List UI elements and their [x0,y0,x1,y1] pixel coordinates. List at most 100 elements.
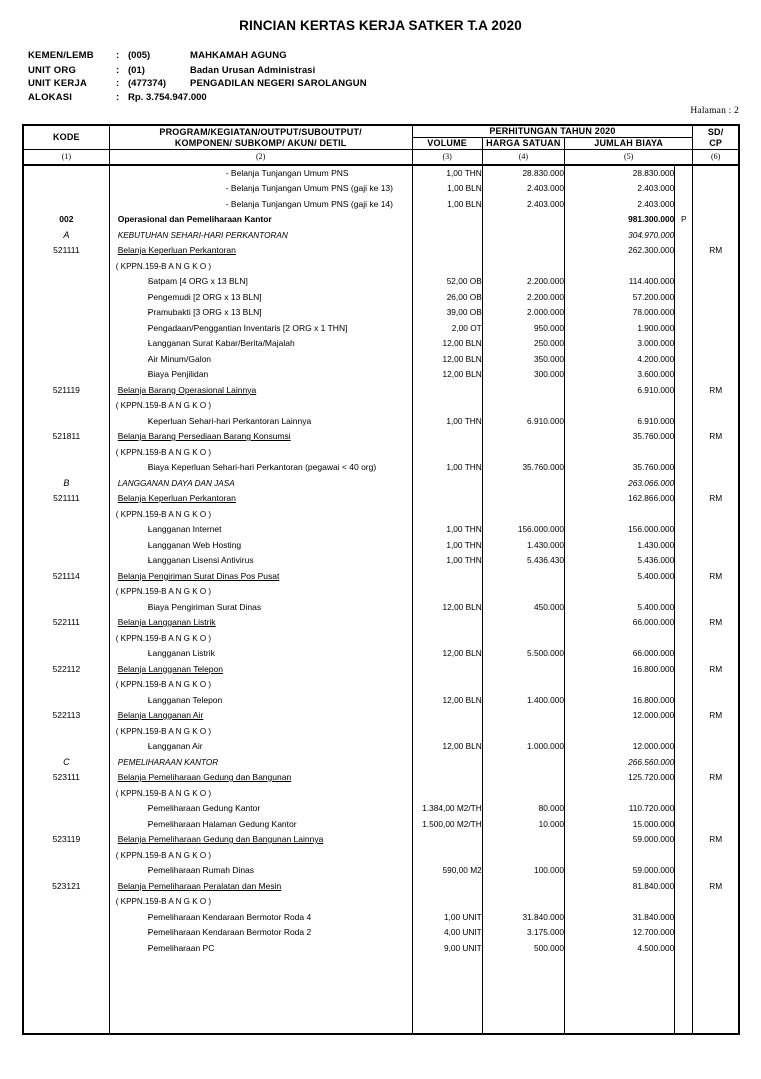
cell-volume [411,894,483,910]
cell-jumlah-biaya: 6.910.000 [563,413,676,429]
description-text: - Belanja Tunjangan Umum PNS [225,167,349,178]
cell-volume [411,475,483,491]
cell-volume [411,382,483,398]
identity-name-kemen: MAHKAMAH AGUNG [190,50,287,61]
cell-p-flag [674,258,694,274]
cell-p-flag [674,770,694,786]
cell-p-flag [674,227,694,243]
table-row: 521119 Belanja Barang Operasional Lainnya… [22,382,740,398]
cell-kode [22,305,110,321]
item-bullet-dash: - [147,524,151,534]
table-row: 521111 Belanja Keperluan Perkantoran 162.8… [22,491,740,507]
cell-description: -Pemeliharaan Kendaraan Bermotor Roda 4 [108,909,413,925]
cell-sdcp: RM [692,832,740,848]
cell-description: -Pemeliharaan Rumah Dinas [108,863,413,879]
identity-code-unitkerja: (477374) [128,78,167,89]
cell-sdcp [692,227,740,243]
cell-volume [411,847,483,863]
cell-p-flag [674,289,694,305]
cell-harga-satuan: 300.000 [481,367,565,383]
cell-p-flag [674,894,694,910]
cell-description: Belanja Barang Operasional Lainnya [108,382,413,398]
identity-colon-alokasi: : [116,91,120,103]
cell-p-flag [674,444,694,460]
cell-jumlah-biaya [563,398,676,414]
cell-harga-satuan [481,429,565,445]
cell-description: LANGGANAN DAYA DAN JASA [108,475,413,491]
cell-p-flag [674,413,694,429]
cell-kode: C [22,754,110,770]
cell-p-flag [674,816,694,832]
identity-name-unitkerja: PENGADILAN NEGERI SAROLANGUN [190,78,367,89]
cell-sdcp: RM [692,878,740,894]
cell-harga-satuan [481,894,565,910]
description-text: Satpam [4 ORG x 13 BLN] [147,276,248,286]
cell-p-flag [674,351,694,367]
cell-jumlah-biaya: 5.400.000 [563,568,676,584]
cell-volume: 1,00 BLN [411,181,483,197]
cell-kode: 521114 [22,568,110,584]
description-text: Belanja Pengiriman Surat Dinas Pos Pusat [117,570,280,581]
cell-volume [411,785,483,801]
cell-p-flag [674,971,694,987]
cell-p-flag [674,305,694,321]
cell-description: Belanja Keperluan Perkantoran [108,243,413,259]
description-text: ( KPPN.159-B A N G K O ) [115,897,212,906]
item-bullet-dash: - [147,415,151,426]
cell-p-flag [674,537,694,553]
cell-volume [411,227,483,243]
cell-volume [411,429,483,445]
cell-sdcp: RM [692,382,740,398]
cell-description: ( KPPN.159-B A N G K O ) [108,506,413,522]
description-text: Air Minum/Galon [147,353,212,364]
cell-sdcp: RM [692,243,740,259]
cell-volume [411,584,483,600]
description-text: Langganan Web Hosting [147,539,242,550]
cell-harga-satuan: 28.830.000 [481,163,565,181]
table-row [22,971,740,987]
cell-description: PEMELIHARAAN KANTOR [108,754,413,770]
cell-p-flag [674,646,694,662]
cell-kode [22,274,110,290]
table-row [22,987,740,1003]
cell-p-flag [674,382,694,398]
cell-sdcp [692,163,740,181]
description-text: ( KPPN.159-B A N G K O ) [115,633,212,643]
cell-p-flag [674,584,694,600]
cell-harga-satuan: 350.000 [481,351,565,367]
table-row: 522112 Belanja Langganan Telepon 16.800.00… [22,661,740,677]
worksheet-table: KODE PROGRAM/KEGIATAN/OUTPUT/SUBOUTPUT/ … [22,124,740,1035]
cell-p-flag [674,181,694,197]
table-row: ( KPPN.159-B A N G K O ) [22,258,740,274]
cell-sdcp [692,940,740,956]
table-row: ( KPPN.159-B A N G K O ) [22,506,740,522]
table-row: -Langganan Internet 1,00 THN 156.000.000 15… [22,522,740,538]
cell-jumlah-biaya: 262.300.000 [563,243,676,259]
cell-p-flag [674,739,694,755]
col-header-volume: VOLUME [411,137,483,150]
cell-kode [22,1002,110,1018]
item-bullet-dash: - [147,353,151,364]
identity-table: KEMEN/LEMB : (005) MAHKAMAH AGUNG UNIT O… [28,50,367,105]
cell-p-flag [674,940,694,956]
cell-sdcp [692,1018,740,1035]
cell-sdcp [692,599,740,615]
table-row: 002 Operasional dan Pemeliharaan Kantor 98… [22,212,740,228]
cell-harga-satuan: 2.000.000 [481,305,565,321]
cell-sdcp: RM [692,708,740,724]
cell-volume: 1.384,00 M2/TH [411,801,483,817]
cell-kode: 523121 [22,878,110,894]
cell-harga-satuan [481,785,565,801]
cell-sdcp [692,677,740,693]
cell-jumlah-biaya [563,987,676,1003]
cell-kode: 523119 [22,832,110,848]
cell-harga-satuan [481,491,565,507]
item-bullet-dash: - [147,291,151,302]
cell-description [108,971,413,987]
cell-p-flag [674,506,694,522]
cell-description: ( KPPN.159-B A N G K O ) [108,847,413,863]
cell-jumlah-biaya: 125.720.000 [563,770,676,786]
cell-harga-satuan [481,661,565,677]
cell-p-flag [674,677,694,693]
